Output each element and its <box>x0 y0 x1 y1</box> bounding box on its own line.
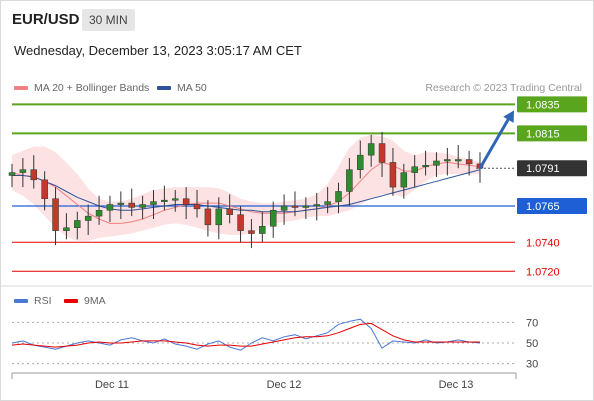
candle-body <box>269 210 277 227</box>
x-tick-label: Dec 11 <box>95 379 129 391</box>
candle-body <box>367 143 375 156</box>
x-tick-label: Dec 12 <box>267 379 302 391</box>
candle-body <box>182 198 190 205</box>
candle-body <box>106 204 114 211</box>
candle-body <box>161 199 168 202</box>
candle-body <box>84 215 92 221</box>
level-label: 1.0720 <box>526 266 560 278</box>
candle-body <box>237 214 244 231</box>
candle-body <box>313 204 320 207</box>
level-label: 1.0791 <box>526 163 560 175</box>
bollinger-band <box>12 134 480 241</box>
candle-body <box>444 159 451 162</box>
legend-item-ma50: MA 50 <box>157 82 207 94</box>
candle-body <box>422 165 429 168</box>
candle-body <box>291 205 299 208</box>
candle-body <box>378 143 386 163</box>
candle-body <box>454 159 462 162</box>
candle-body <box>193 204 201 210</box>
candle-body <box>226 208 233 215</box>
level-badge <box>517 125 587 142</box>
candle-body <box>8 172 16 176</box>
rsi-swatch <box>14 299 28 303</box>
rsi-tick-label: 50 <box>526 338 538 350</box>
legend-label-rsi: RSI <box>34 295 52 307</box>
rsi-line <box>11 318 481 351</box>
projection-arrow-head <box>503 110 514 123</box>
candle-body <box>411 166 418 173</box>
research-credit: Research © 2023 Trading Central <box>425 82 582 94</box>
candle-body <box>357 154 364 170</box>
projection-arrow-shaft <box>478 115 512 169</box>
candle-body <box>465 159 473 165</box>
candle-body <box>19 169 27 173</box>
level-badge <box>517 160 587 177</box>
datetime-label: Wednesday, December 13, 2023 3:05:17 AM … <box>14 43 302 58</box>
candle-body <box>204 208 212 226</box>
candle-body <box>63 227 70 231</box>
level-label: 1.0835 <box>526 99 560 111</box>
level-label: 1.0765 <box>526 201 560 213</box>
candle-body <box>172 198 179 201</box>
candle-body <box>150 201 157 205</box>
candle-body <box>30 169 38 181</box>
candle-body <box>41 179 48 199</box>
candle-body <box>259 226 266 234</box>
legend-label-ma50: MA 50 <box>177 82 207 94</box>
symbol-title: EUR/USD <box>12 11 80 28</box>
legend-item-rsi: RSI <box>14 295 52 307</box>
candle-body <box>215 208 223 226</box>
candle-body <box>95 210 103 217</box>
rsi-9ma-line <box>11 322 480 348</box>
ma50-line <box>12 169 481 213</box>
candle-body <box>389 162 397 188</box>
rsi-tick-label: 70 <box>526 317 538 329</box>
level-label: 1.0815 <box>526 128 560 140</box>
ma9-swatch <box>64 299 78 303</box>
candle-body <box>400 172 408 188</box>
candle-body <box>433 160 440 166</box>
candle-body <box>346 169 353 192</box>
legend-label-ma20: MA 20 + Bollinger Bands <box>34 82 150 94</box>
candle-body <box>335 191 342 202</box>
candle-body <box>139 204 146 208</box>
rsi-tick-label: 30 <box>526 359 538 371</box>
level-badge <box>517 96 587 113</box>
candle-body <box>128 202 135 208</box>
candle-body <box>302 205 310 208</box>
candle-body <box>117 202 125 205</box>
timeframe-badge[interactable]: 30 MIN <box>82 9 135 31</box>
candle-body <box>324 201 331 205</box>
level-label: 1.0740 <box>526 237 560 249</box>
x-tick-label: Dec 13 <box>439 379 474 391</box>
ma20-swatch <box>14 86 28 90</box>
legend-label-9ma: 9MA <box>84 295 106 307</box>
candle-body <box>248 230 255 234</box>
candle-body <box>74 220 81 228</box>
ma50-swatch <box>157 86 171 90</box>
candle-body <box>280 205 288 211</box>
legend-item-ma20: MA 20 + Bollinger Bands <box>14 82 149 94</box>
candle-body <box>52 198 59 231</box>
level-badge <box>517 197 587 214</box>
legend-item-9ma: 9MA <box>64 295 106 307</box>
